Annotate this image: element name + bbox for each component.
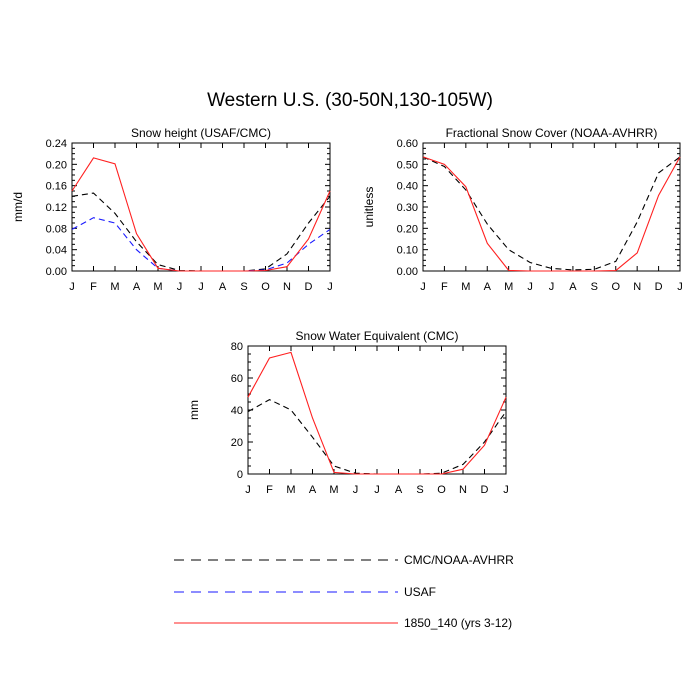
plot-title: Fractional Snow Cover (NOAA-AVHRR) — [446, 126, 658, 140]
series-line-obs2 — [71, 217, 331, 272]
x-tick-label: J — [353, 484, 359, 496]
series-line-obs1 — [422, 156, 681, 271]
x-tick-label: J — [177, 281, 183, 293]
y-tick-label: 0.50 — [397, 159, 418, 171]
y-tick-label: 0.60 — [397, 138, 418, 150]
x-tick-label: J — [549, 281, 555, 293]
series-line-model — [71, 157, 331, 272]
plot-frame — [422, 142, 681, 272]
figure-title: Western U.S. (30-50N,130-105W) — [207, 90, 493, 111]
x-tick-label: N — [633, 281, 641, 293]
plot-title: Snow Water Equivalent (CMC) — [296, 329, 459, 343]
x-tick-label: J — [69, 281, 75, 293]
y-tick-label: 0.00 — [397, 266, 418, 278]
x-tick-label: A — [133, 281, 141, 293]
x-tick-label: M — [329, 484, 338, 496]
x-tick-label: J — [198, 281, 204, 293]
y-tick-label: 20 — [231, 437, 243, 449]
x-tick-label: M — [286, 484, 295, 496]
y-tick-label: 80 — [231, 341, 243, 353]
x-tick-label: M — [461, 281, 470, 293]
x-tick-label: A — [219, 281, 227, 293]
x-tick-label: M — [110, 281, 119, 293]
x-tick-label: S — [240, 281, 247, 293]
x-tick-label: M — [153, 281, 162, 293]
legend-label: USAF — [404, 585, 436, 599]
x-tick-label: A — [395, 484, 403, 496]
series-line-model — [422, 156, 681, 272]
x-tick-label: J — [327, 281, 333, 293]
y-axis-label: mm — [187, 400, 201, 420]
x-tick-label: A — [309, 484, 317, 496]
x-tick-label: D — [305, 281, 313, 293]
x-tick-label: N — [283, 281, 291, 293]
x-tick-label: N — [459, 484, 467, 496]
y-tick-label: 0.10 — [397, 245, 418, 257]
x-tick-label: S — [416, 484, 423, 496]
plot-panel-2: Fractional Snow Cover (NOAA-AVHRR)J F M A M J… — [362, 126, 683, 293]
x-tick-label: M — [504, 281, 513, 293]
plot-frame — [247, 345, 507, 475]
x-tick-label: D — [655, 281, 663, 293]
x-tick-label: J — [527, 281, 533, 293]
x-tick-label: O — [611, 281, 620, 293]
y-tick-label: 0.08 — [46, 223, 67, 235]
legend: CMC/NOAA-AVHRR USAF 1850_140 (yrs 3-12) — [174, 553, 514, 630]
x-tick-label: O — [437, 484, 446, 496]
x-tick-label: D — [481, 484, 489, 496]
plot-panel-3: Snow Water Equivalent (CMC)J F M A M J J A S O N D J… — [187, 329, 509, 496]
x-tick-label: O — [261, 281, 270, 293]
y-axis-label: unitless — [362, 187, 376, 228]
x-tick-label: J — [677, 281, 683, 293]
y-tick-label: 0.20 — [397, 223, 418, 235]
plot-panel-1: Snow height (USAF/CMC)J F M A M J J A S O N D J0.000… — [11, 126, 333, 293]
x-tick-label: A — [484, 281, 492, 293]
y-tick-label: 0.04 — [46, 245, 67, 257]
x-tick-label: F — [90, 281, 97, 293]
y-tick-label: 0.20 — [46, 159, 67, 171]
x-tick-label: F — [266, 484, 273, 496]
y-tick-label: 0.16 — [46, 181, 67, 193]
y-tick-label: 40 — [231, 405, 243, 417]
y-tick-label: 0.00 — [46, 266, 67, 278]
y-tick-label: 0.40 — [397, 181, 418, 193]
legend-label: 1850_140 (yrs 3-12) — [404, 616, 512, 630]
x-tick-label: F — [441, 281, 448, 293]
series-line-obs1 — [247, 398, 507, 475]
series-line-model — [247, 351, 507, 475]
y-tick-label: 0.12 — [46, 202, 67, 214]
x-tick-label: J — [420, 281, 426, 293]
y-tick-label: 0.30 — [397, 202, 418, 214]
x-tick-label: S — [591, 281, 598, 293]
y-axis-label: mm/d — [11, 192, 25, 222]
x-tick-label: J — [245, 484, 251, 496]
y-tick-label: 0 — [237, 469, 243, 481]
y-tick-label: 0.24 — [46, 138, 67, 150]
y-tick-label: 60 — [231, 373, 243, 385]
legend-label: CMC/NOAA-AVHRR — [404, 553, 514, 567]
x-tick-label: J — [374, 484, 380, 496]
x-tick-label: A — [569, 281, 577, 293]
x-tick-label: J — [503, 484, 509, 496]
plot-title: Snow height (USAF/CMC) — [131, 126, 271, 140]
